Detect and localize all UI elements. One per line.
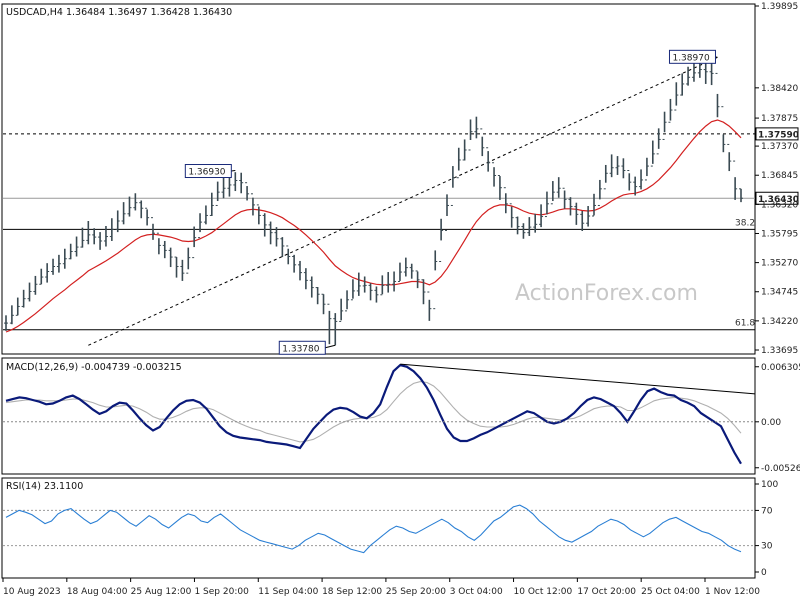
rsi-lines (3, 504, 755, 554)
price-y-tick-label: 1.33695 (761, 346, 798, 356)
price-y-tick-label: 1.37875 (761, 114, 798, 124)
x-tick-label: 1 Sep 20:00 (194, 587, 249, 597)
price-y-tick-label: 1.37370 (761, 142, 798, 152)
watermark: ActionForex.com (515, 281, 698, 306)
annotation-label: 1.36930 (188, 168, 225, 178)
x-tick-label: 10 Oct 12:00 (514, 587, 573, 597)
macd-y-tick-label: -0.005265 (761, 464, 800, 474)
price-y-tick-label: 1.38420 (761, 84, 798, 94)
annotation-box (278, 340, 326, 355)
trend-line (88, 56, 718, 346)
x-tick-label: 25 Oct 04:00 (641, 587, 700, 597)
price-y-tick-label: 1.34745 (761, 288, 798, 298)
x-tick-label: 18 Aug 04:00 (67, 587, 128, 597)
rsi-y-axis: 100 70 30 0 (755, 480, 778, 578)
x-tick-label: 25 Aug 12:00 (131, 587, 192, 597)
annotation-label: 1.33780 (282, 344, 319, 354)
rsi-y-tick-label: 0 (761, 568, 767, 578)
macd-y-tick-label: 0.00 (761, 418, 781, 428)
fib-label-fib-38: 38.2 (735, 218, 755, 228)
annotation-label: 1.38970 (672, 53, 709, 63)
annotation-leader (325, 344, 336, 349)
annotation-box (668, 49, 716, 64)
level-tag-label-current: 1.36430 (758, 195, 799, 205)
macd-lines (3, 363, 756, 465)
x-tick-label: 17 Oct 20:00 (577, 587, 636, 597)
macd-trend-line (400, 363, 756, 395)
rsi-title: RSI(14) 23.1100 (6, 481, 83, 492)
level-tag-current (755, 191, 799, 205)
rsi-y-tick-label: 100 (761, 480, 778, 490)
macd-y-axis: 0.006305 0.00 -0.005265 (755, 363, 800, 474)
rsi-line (5, 504, 742, 554)
price-y-tick-label: 1.36320 (761, 200, 798, 210)
rsi-y-tick-label: 30 (761, 542, 773, 552)
x-tick-label: 1 Nov 12:00 (705, 587, 760, 597)
x-tick-label: 25 Sep 20:00 (386, 587, 446, 597)
fib-label-fib-61: 61.8 (735, 319, 755, 329)
price-bars (4, 57, 743, 346)
macd-title: MACD(12,26,9) -0.004739 -0.003215 (6, 362, 182, 373)
level-tag-label-resistance: 1.37590 (758, 130, 799, 140)
price-y-tick-label: 1.34220 (761, 317, 798, 327)
price-annotations: 1.38970 1.36930 1.33780 (184, 49, 718, 355)
macd-y-tick-label: 0.006305 (761, 363, 800, 373)
rsi-panel (1, 477, 756, 579)
price-trendline (88, 56, 718, 346)
price-y-tick-label: 1.35270 (761, 259, 798, 269)
x-axis: 10 Aug 2023 18 Aug 04:00 25 Aug 12:00 1 Sep… (2, 578, 760, 597)
x-tick-label: 11 Sep 04:00 (258, 587, 318, 597)
price-y-tick-label: 1.36845 (761, 171, 798, 181)
macd-macd-line (5, 363, 742, 465)
annotation-box (184, 164, 232, 179)
price-levels: 1.37590 1.36430 38.2 61.8 (3, 127, 799, 331)
ma-line (5, 119, 742, 333)
x-tick-label: 18 Sep 12:00 (322, 587, 382, 597)
x-tick-label: 3 Oct 04:00 (450, 587, 503, 597)
price-y-axis: 1.39895 1.38420 1.37875 1.37370 1.36845 1.363… (755, 2, 798, 356)
price-y-tick-label: 1.35795 (761, 229, 798, 239)
annotation-leader (231, 170, 236, 172)
rsi-y-tick-label: 70 (761, 506, 773, 516)
level-tag-resistance (755, 127, 799, 141)
price-title: USDCAD,H4 1.36484 1.36497 1.36428 1.3643… (6, 7, 232, 18)
moving-average (5, 119, 742, 333)
x-tick-label: 10 Aug 2023 (3, 587, 61, 597)
price-y-tick-label: 1.39895 (761, 2, 798, 12)
